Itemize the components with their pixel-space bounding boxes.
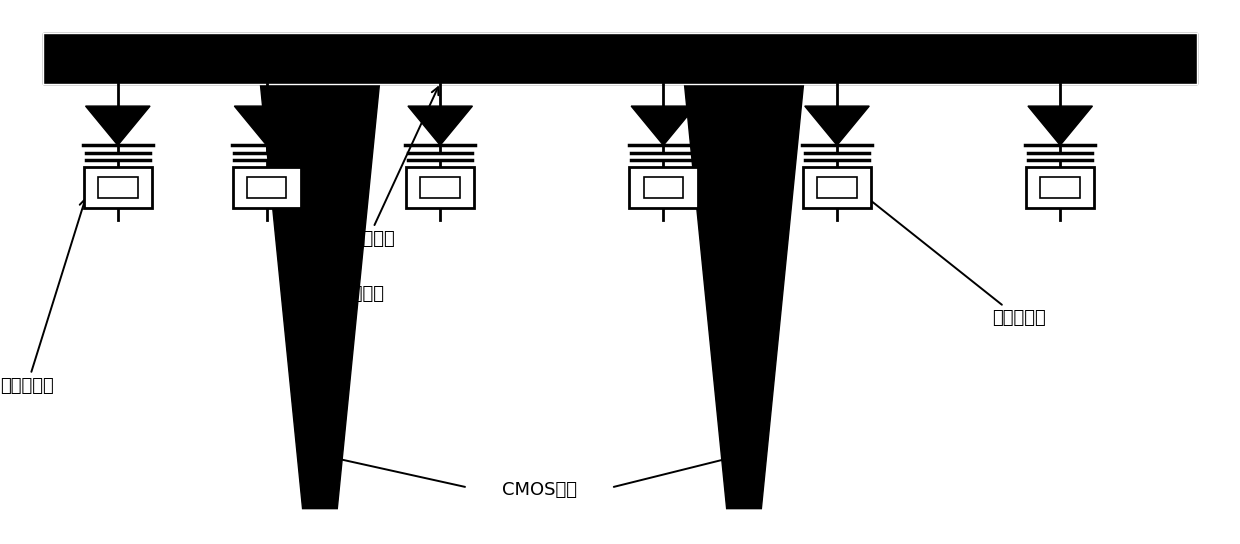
Polygon shape [1028,106,1092,145]
Polygon shape [260,84,379,509]
Bar [98,177,138,197]
Bar [84,167,151,208]
Bar [644,177,683,197]
Text: 纳米二极管: 纳米二极管 [863,195,1045,327]
Text: 输入纳米线: 输入纳米线 [0,199,87,395]
Bar [817,177,857,197]
Polygon shape [408,106,472,145]
Bar [420,177,460,197]
Polygon shape [86,106,150,145]
Bar [43,33,1197,84]
Bar [233,167,300,208]
Polygon shape [234,106,299,145]
Text: 输出纳米线: 输出纳米线 [341,87,439,249]
Polygon shape [684,84,804,509]
Polygon shape [631,106,696,145]
Text: CMOS堆栈: CMOS堆栈 [502,480,577,499]
Bar [630,167,698,208]
Bar [405,167,474,208]
Bar [804,167,872,208]
Text: 接口引脚: 接口引脚 [280,201,384,303]
Polygon shape [805,106,869,145]
Bar [1025,167,1094,208]
Bar [1040,177,1080,197]
Bar [247,177,286,197]
